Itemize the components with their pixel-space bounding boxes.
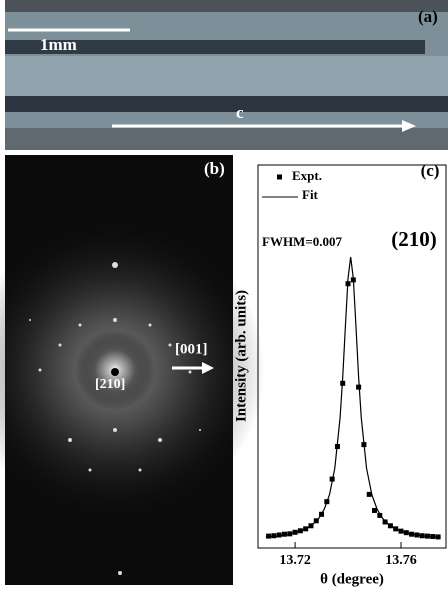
legend-marker xyxy=(277,175,282,180)
zone-label: [210] xyxy=(95,377,125,392)
edge xyxy=(5,128,448,150)
fit-line xyxy=(266,257,441,537)
edge xyxy=(5,0,448,12)
stripe xyxy=(5,96,448,112)
legend-label: Fit xyxy=(302,187,319,202)
direction-label: [001] xyxy=(175,341,208,357)
reflection-label: (210) xyxy=(391,227,437,251)
panel-label: (a) xyxy=(418,7,438,26)
y-axis-label: Intensity (arb. units) xyxy=(233,290,249,422)
annotation: FWHM=0.007 xyxy=(262,234,342,249)
x-tick-label: 13.76 xyxy=(385,553,417,568)
panel-c: (c) FWHM=0.007 (210) θ (degree) Intensit… xyxy=(233,161,446,588)
x-tick-label: 13.72 xyxy=(279,553,311,568)
legend-label: Expt. xyxy=(292,168,322,183)
data-point xyxy=(372,508,377,513)
beam-stop xyxy=(111,368,119,376)
panel-label: (b) xyxy=(204,159,225,178)
plot-frame xyxy=(258,165,446,548)
x-axis-label: θ (degree) xyxy=(320,571,384,587)
axis-label: c xyxy=(236,103,244,122)
figure: 1mm (a) c (b) [001] [210] (c) FWHM=0.007… xyxy=(0,0,448,593)
panel-a: 1mm (a) c xyxy=(5,0,448,150)
panel-label: (c) xyxy=(421,161,440,180)
stripe xyxy=(5,56,448,96)
panel-b: (b) [001] [210] xyxy=(0,155,265,585)
scale-label: 1mm xyxy=(40,35,77,54)
